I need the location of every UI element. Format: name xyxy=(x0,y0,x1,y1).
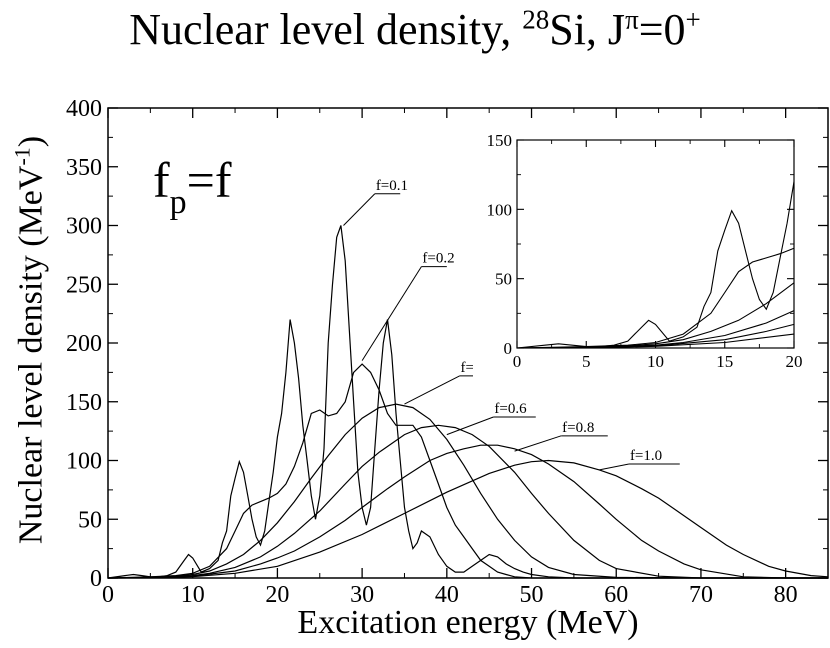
y-tick-label: 250 xyxy=(66,272,102,298)
inset-x-tick-label: 0 xyxy=(513,352,522,371)
curve-label-f-0-8: f=0.8 xyxy=(562,420,594,436)
fp-annotation-f: f xyxy=(153,152,170,208)
x-tick-label: 70 xyxy=(689,582,713,608)
x-tick-label: 10 xyxy=(181,582,205,608)
curve-label-leader xyxy=(514,435,562,452)
x-tick-label: 60 xyxy=(604,582,628,608)
curve-label-f-1-0: f=1.0 xyxy=(630,448,662,464)
y-tick-label: 50 xyxy=(78,507,102,533)
y-tick-label: 350 xyxy=(66,155,102,181)
fp-annotation-rest: =f xyxy=(187,152,232,208)
inset-y-tick-label: 150 xyxy=(487,131,513,150)
curve-label-leader xyxy=(599,463,630,471)
curve-label-f-0-1: f=0.1 xyxy=(376,178,408,194)
y-tick-label: 150 xyxy=(66,390,102,416)
inset-axis-ticks: 0 5 10 15 20 0 50 100 150 xyxy=(487,131,803,371)
inset-x-tick-label: 15 xyxy=(716,352,733,371)
main-series-group xyxy=(107,225,829,579)
inset-y-tick-label: 0 xyxy=(504,339,513,358)
y-tick-label: 100 xyxy=(66,449,102,475)
x-tick-label: 40 xyxy=(435,582,459,608)
inset-x-tick-label: 10 xyxy=(647,352,664,371)
y-tick-label: 400 xyxy=(66,96,102,122)
x-tick-label: 0 xyxy=(102,582,114,608)
y-tick-label: 0 xyxy=(90,566,102,592)
inset-x-tick-label: 20 xyxy=(786,352,803,371)
inset-y-tick-label: 100 xyxy=(487,200,513,219)
fp-annotation: fp=f xyxy=(153,152,232,221)
inset-background xyxy=(473,130,802,378)
curve-label-f-0-2: f=0.2 xyxy=(422,251,454,267)
series-line-f-0-8 xyxy=(107,444,828,579)
fp-annotation-sub: p xyxy=(170,184,187,221)
chart-title: Nuclear level density, 28Si, Jπ=0+ xyxy=(129,4,701,54)
y-tick-label: 200 xyxy=(66,331,102,357)
x-tick-label: 80 xyxy=(774,582,798,608)
x-tick-label: 50 xyxy=(520,582,544,608)
x-tick-label: 20 xyxy=(265,582,289,608)
y-tick-label: 300 xyxy=(66,214,102,240)
main-axis-ticks: 0 10 20 30 40 50 60 70 8005010015020025030035040… xyxy=(66,96,828,608)
series-line-f-1-0 xyxy=(107,459,829,579)
curve-label-leader xyxy=(404,375,460,405)
curve-label-leader xyxy=(361,266,422,361)
series-line-f-0-6 xyxy=(107,424,828,579)
series-line-f-0-2 xyxy=(107,363,828,579)
series-line-f-0-4 xyxy=(107,403,828,579)
inset-chart: 0 5 10 15 20 0 50 100 150 xyxy=(473,130,803,378)
inset-x-tick-label: 5 xyxy=(582,352,591,371)
curve-label-f-0-6: f=0.6 xyxy=(494,401,527,417)
x-axis-label: Excitation energy (MeV) xyxy=(297,604,639,641)
series-line-f-0-1 xyxy=(107,225,828,579)
curve-label-leader xyxy=(343,193,376,226)
x-tick-label: 30 xyxy=(350,582,374,608)
inset-y-tick-label: 50 xyxy=(495,270,512,289)
curve-label-leader xyxy=(446,416,494,436)
